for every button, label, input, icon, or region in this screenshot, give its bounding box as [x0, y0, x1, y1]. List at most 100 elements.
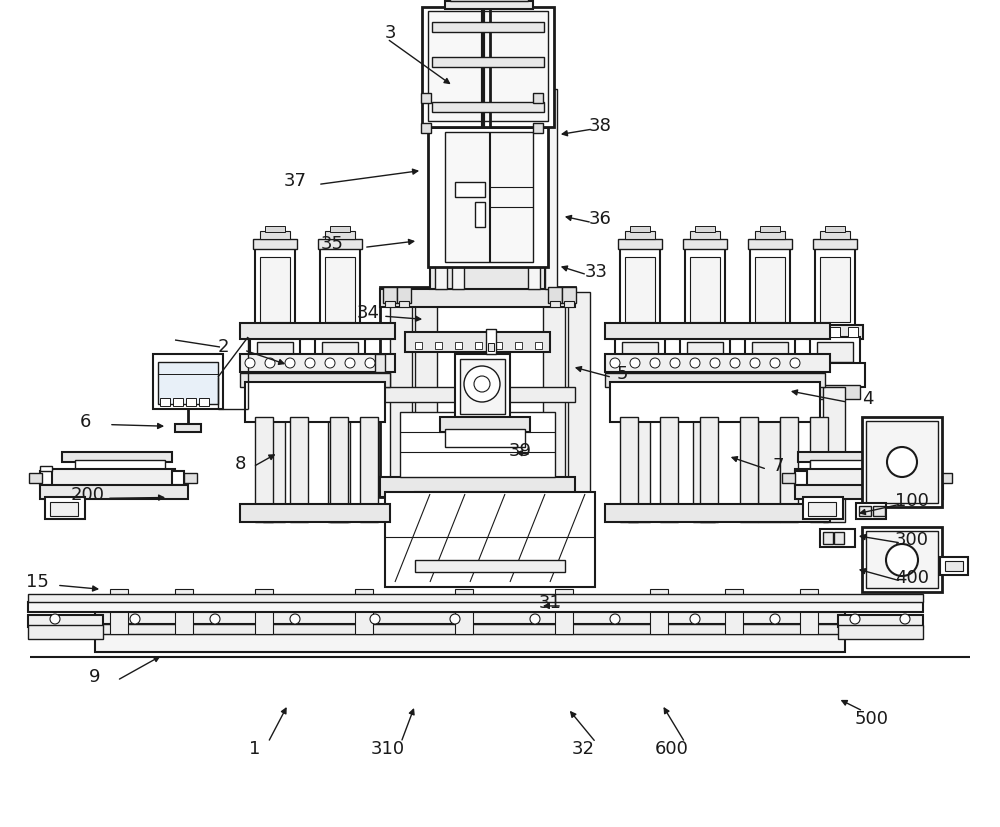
Bar	[445, 2, 533, 10]
Bar	[830, 327, 840, 337]
Bar	[660, 418, 678, 523]
Bar	[460, 360, 505, 414]
Bar	[245, 364, 305, 388]
Circle shape	[690, 614, 700, 624]
Bar	[421, 124, 431, 134]
Bar	[690, 232, 720, 240]
Bar	[420, 511, 428, 519]
Bar	[838, 615, 923, 627]
Bar	[28, 625, 103, 639]
Bar	[240, 355, 395, 372]
Bar	[945, 562, 963, 571]
Circle shape	[130, 614, 140, 624]
Bar	[421, 94, 431, 104]
Text: 600: 600	[655, 739, 689, 758]
Bar	[45, 497, 85, 519]
Bar	[428, 128, 548, 268]
Bar	[856, 504, 886, 519]
Bar	[834, 533, 844, 544]
Text: 35: 35	[320, 235, 344, 253]
Circle shape	[210, 614, 220, 624]
Bar	[50, 502, 78, 516]
Bar	[564, 302, 574, 308]
Bar	[240, 374, 390, 388]
Bar	[425, 80, 550, 98]
Circle shape	[730, 359, 740, 369]
Bar	[610, 364, 670, 388]
Bar	[680, 385, 730, 399]
Circle shape	[285, 359, 295, 369]
Bar	[803, 497, 843, 519]
Bar	[859, 506, 871, 516]
Text: 4: 4	[862, 390, 874, 408]
Bar	[455, 355, 510, 419]
Bar	[263, 388, 285, 523]
Bar	[495, 511, 503, 519]
Bar	[605, 504, 830, 523]
Circle shape	[474, 376, 490, 393]
Bar	[683, 240, 727, 250]
Bar	[653, 327, 663, 337]
Bar	[405, 332, 550, 352]
Bar	[158, 362, 218, 404]
Circle shape	[850, 614, 860, 624]
Bar	[812, 327, 822, 337]
Bar	[765, 327, 775, 337]
Bar	[605, 323, 830, 340]
Bar	[533, 124, 543, 134]
Text: 15: 15	[26, 572, 48, 590]
Bar	[620, 248, 660, 327]
Bar	[535, 342, 542, 350]
Bar	[628, 388, 650, 523]
Bar	[172, 471, 184, 485]
Bar	[548, 288, 562, 304]
Bar	[445, 429, 525, 447]
Text: 3: 3	[384, 24, 396, 42]
Bar	[380, 289, 575, 308]
Bar	[760, 227, 780, 232]
Bar	[445, 133, 533, 263]
Bar	[625, 232, 655, 240]
Circle shape	[345, 359, 355, 369]
Bar	[385, 302, 395, 308]
Bar	[440, 418, 530, 433]
Bar	[718, 327, 728, 337]
Text: 310: 310	[371, 739, 405, 758]
Bar	[690, 258, 720, 323]
Bar	[745, 337, 795, 366]
Bar	[862, 418, 942, 508]
Bar	[318, 240, 362, 250]
Bar	[435, 342, 442, 350]
Bar	[810, 461, 900, 472]
Bar	[173, 399, 183, 407]
Bar	[823, 533, 833, 544]
Bar	[815, 248, 855, 327]
Bar	[650, 590, 668, 634]
Bar	[253, 240, 297, 250]
Bar	[475, 203, 485, 227]
Bar	[939, 473, 952, 484]
Bar	[545, 90, 557, 289]
Text: 36: 36	[589, 210, 611, 228]
Bar	[682, 327, 692, 337]
Bar	[330, 418, 348, 523]
Bar	[873, 506, 885, 516]
Bar	[390, 293, 412, 492]
Bar	[687, 342, 723, 362]
Bar	[550, 302, 560, 308]
Circle shape	[245, 359, 255, 369]
Bar	[795, 485, 943, 500]
Bar	[399, 302, 409, 308]
Text: 500: 500	[855, 709, 889, 727]
Bar	[455, 590, 473, 634]
Circle shape	[770, 359, 780, 369]
Circle shape	[750, 359, 760, 369]
Bar	[255, 248, 295, 327]
Bar	[353, 327, 363, 337]
Bar	[288, 327, 298, 337]
Bar	[555, 590, 573, 634]
Circle shape	[887, 447, 917, 477]
Bar	[820, 232, 850, 240]
Bar	[693, 388, 715, 523]
Bar	[820, 258, 850, 323]
